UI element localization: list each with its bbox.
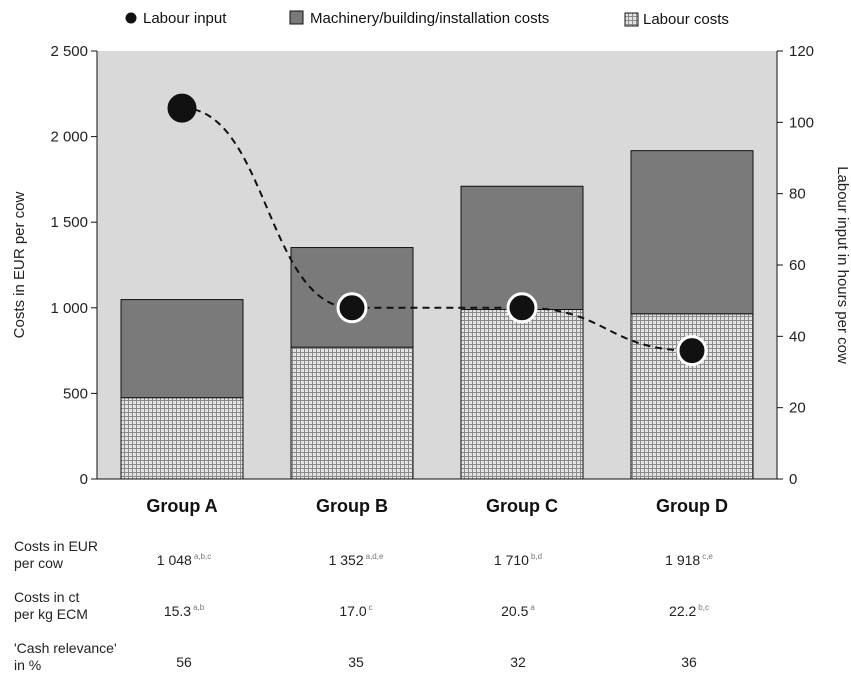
right-tick-label: 60 xyxy=(789,257,806,274)
table-row: Costs in EUR per cow 1 048 a,b,c 1 352 a,d,… xyxy=(0,538,851,582)
right-tick-label: 120 xyxy=(789,43,814,60)
table-cell: 1 710 b,d xyxy=(493,552,543,568)
legend: Labour input Machinery/building/installa… xyxy=(125,10,729,28)
right-tick-label: 20 xyxy=(789,400,806,417)
table-cell: 56 xyxy=(176,654,192,670)
legend-label-labour-costs: Labour costs xyxy=(643,11,729,28)
category-label: Group C xyxy=(486,496,558,516)
labour-input-point xyxy=(676,335,708,367)
table-cell: 15.3 a,b xyxy=(163,603,205,619)
row-label: Costs in ct per kg ECM xyxy=(14,589,88,622)
category-label: Group A xyxy=(146,496,217,516)
legend-swatch-machinery xyxy=(289,10,304,25)
bar-labour-costs xyxy=(120,397,244,480)
right-tick-label: 0 xyxy=(789,471,797,488)
table-cell: 35 xyxy=(348,654,364,670)
legend-label-labour-input: Labour input xyxy=(143,10,227,27)
table-cell: 36 xyxy=(681,654,697,670)
left-tick-label: 500 xyxy=(63,385,88,402)
table-cell: 1 918 c,e xyxy=(665,552,713,568)
bar-labour-costs xyxy=(290,346,414,480)
right-axis-title: Labour input in hours per cow xyxy=(834,166,851,364)
left-tick-label: 1 500 xyxy=(50,214,88,231)
left-ticks: 0 500 1 000 1 500 2 000 2 500 xyxy=(50,43,97,488)
bar-labour-costs xyxy=(460,309,584,480)
table-cell: 32 xyxy=(510,654,526,670)
labour-input-point xyxy=(336,292,368,324)
labour-input-point xyxy=(167,93,197,123)
left-tick-label: 0 xyxy=(80,471,88,488)
left-tick-label: 2 000 xyxy=(50,129,88,146)
labour-input-line xyxy=(167,93,708,367)
row-label: 'Cash relevance' in % xyxy=(14,640,117,673)
table-row: Costs in ct per kg ECM 15.3 a,b 17.0 c 20.5… xyxy=(0,589,851,633)
labour-input-point xyxy=(506,292,538,324)
row-label: Costs in EUR per cow xyxy=(14,538,99,571)
table-cell: 22.2 b,c xyxy=(669,603,709,619)
left-axis-title: Costs in EUR per cow xyxy=(11,191,28,338)
table-cell: 20.5 a xyxy=(501,603,535,619)
table-row: 'Cash relevance' in % 56 35 32 36 xyxy=(0,640,851,684)
left-tick-label: 2 500 xyxy=(50,43,88,60)
table-cell: 1 048 a,b,c xyxy=(156,552,212,568)
legend-marker-labour-input xyxy=(125,12,137,24)
bar-machinery-costs xyxy=(120,299,244,399)
right-tick-label: 100 xyxy=(789,114,814,131)
labour-input-series xyxy=(181,107,693,352)
right-tick-label: 80 xyxy=(789,186,806,203)
category-label: Group B xyxy=(316,496,388,516)
right-tick-label: 40 xyxy=(789,328,806,345)
table-cell: 1 352 a,d,e xyxy=(328,552,384,568)
left-tick-label: 1 000 xyxy=(50,300,88,317)
right-ticks: 0 20 40 60 80 100 120 xyxy=(777,43,814,488)
bar-machinery-costs xyxy=(460,185,584,311)
bar-machinery-costs xyxy=(630,150,754,315)
legend-label-machinery: Machinery/building/installation costs xyxy=(310,10,549,27)
table-cell: 17.0 c xyxy=(339,603,373,619)
legend-swatch-labour-costs xyxy=(624,12,639,27)
chart: Labour input Machinery/building/installa… xyxy=(11,10,851,516)
category-label: Group D xyxy=(656,496,728,516)
category-labels: Group A Group B Group C Group D xyxy=(146,496,728,516)
